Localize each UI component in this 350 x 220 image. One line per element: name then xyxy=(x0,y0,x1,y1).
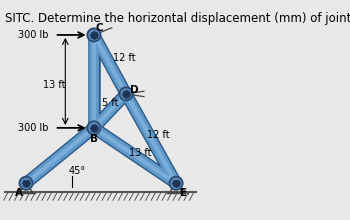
Text: 300 lb: 300 lb xyxy=(18,30,48,40)
Circle shape xyxy=(87,121,101,135)
Text: E: E xyxy=(180,188,187,198)
Circle shape xyxy=(19,176,33,190)
Text: B: B xyxy=(90,134,98,144)
Text: 5 ft: 5 ft xyxy=(102,98,118,108)
Circle shape xyxy=(87,28,101,42)
Circle shape xyxy=(21,178,31,188)
Circle shape xyxy=(119,87,133,101)
Circle shape xyxy=(169,176,183,190)
Text: A: A xyxy=(15,188,23,198)
Text: 12 ft: 12 ft xyxy=(147,130,169,140)
Text: 45°: 45° xyxy=(68,166,85,176)
Text: SITC. Determine the horizontal displacement (mm) of joint C.: SITC. Determine the horizontal displacem… xyxy=(5,12,350,25)
Circle shape xyxy=(121,89,131,99)
Text: C: C xyxy=(96,23,103,33)
Circle shape xyxy=(89,123,99,133)
Text: 13 ft: 13 ft xyxy=(43,80,66,90)
Text: 12 ft: 12 ft xyxy=(113,53,135,63)
Circle shape xyxy=(89,30,99,40)
Text: 13 ft: 13 ft xyxy=(129,148,152,158)
Text: D: D xyxy=(130,85,138,95)
Circle shape xyxy=(171,178,181,188)
Text: 300 lb: 300 lb xyxy=(18,123,48,133)
